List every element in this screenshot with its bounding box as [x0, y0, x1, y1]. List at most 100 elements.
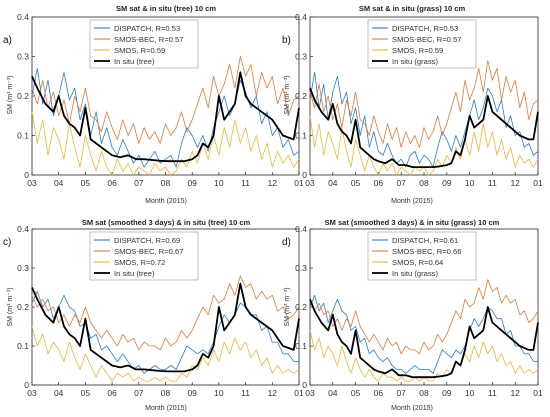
- panel-b: SM sat & in situ (grass) 10 cm b) Month …: [282, 4, 543, 205]
- panel-b-xtick-label: 06: [374, 178, 384, 188]
- panel-d-series-line-in-situ: [309, 298, 539, 379]
- panel-b-legend-entry: SMOS, R=0.59: [392, 46, 443, 55]
- panel-a-title: SM sat & in situ (tree) 10 cm: [116, 4, 216, 13]
- panel-d-xtick-label: 10: [465, 388, 475, 398]
- panel-b-legend-entry: DISPATCH, R=0.53: [392, 24, 458, 33]
- panel-c-ylabel: SM (m³ m⁻³): [7, 287, 14, 326]
- panel-c-xtick-label: 09: [187, 388, 197, 398]
- panel-d-xtick-label: 01: [533, 388, 543, 398]
- panel-a-xtick-label: 03: [27, 178, 37, 188]
- panel-b-xlabel: Month (2015): [391, 198, 433, 205]
- panel-d-xtick-label: 05: [351, 388, 361, 398]
- panel-d-xtick-label: 11: [488, 388, 497, 398]
- panel-b-xtick-label: 03: [305, 178, 315, 188]
- panel-b-xtick-label: 10: [465, 178, 475, 188]
- panel-c-xtick-label: 12: [268, 388, 278, 398]
- panel-c-legend-entry: SMOS-BEC, R=0.67: [114, 247, 183, 256]
- panel-c-xtick-label: 10: [214, 388, 224, 398]
- panel-a-series-line-smos: [31, 111, 300, 176]
- panel-a-xtick-label: 04: [54, 178, 64, 188]
- panel-b-ytick-label: 0: [302, 170, 307, 180]
- panel-a-series-line-dispatch: [31, 67, 300, 168]
- panel-c-legend-entry: SMOS, R=0.72: [114, 258, 165, 267]
- panel-a-legend-entry: SMOS, R=0.59: [114, 46, 165, 55]
- panel-b-label: b): [282, 35, 291, 46]
- panel-b-ytick-label: 0.3: [295, 52, 307, 62]
- panel-b-legend-entry: SMOS-BEC, R=0.57: [392, 35, 461, 44]
- panel-c-ytick-label: 0.4: [17, 224, 29, 234]
- panel-a-ylabel: SM (m³ m⁻³): [7, 75, 14, 114]
- panel-d-legend-entry: In situ (grass): [392, 269, 438, 278]
- panel-c-ytick-label: 0: [24, 380, 29, 390]
- panel-a-series-line-smos-bec: [31, 56, 300, 144]
- panel-b-ytick-label: 0.4: [295, 12, 307, 22]
- panel-d-xtick-label: 09: [442, 388, 452, 398]
- panel-a-series-line-in-situ: [31, 71, 300, 163]
- panel-d-xlabel: Month (2015): [391, 405, 433, 412]
- panel-b-ylabel: SM (m³ m⁻³): [284, 75, 291, 114]
- panel-a: SM sat & in situ (tree) 10 cm a) Month (…: [3, 4, 304, 205]
- panel-d-ytick-label: 0.2: [295, 302, 307, 312]
- panel-c-xtick-label: 03: [27, 388, 37, 398]
- panel-d-legend-entry: DISPATCH, R=0.61: [392, 236, 458, 245]
- panel-b-xtick-label: 11: [488, 178, 497, 188]
- panel-d-xtick-label: 04: [328, 388, 338, 398]
- panel-c: SM sat (smoothed 3 days) & in situ (tree…: [3, 218, 304, 412]
- panel-b-xtick-label: 05: [351, 178, 361, 188]
- panel-d-legend-entry: SMOS, R=0.64: [392, 258, 443, 267]
- panel-d-ytick-label: 0: [302, 380, 307, 390]
- panel-c-ytick-label: 0.3: [17, 263, 29, 273]
- panel-a-legend-entry: DISPATCH, R=0.53: [114, 24, 180, 33]
- panel-c-xtick-label: 01: [294, 388, 304, 398]
- panel-a-ytick-label: 0.2: [17, 91, 29, 101]
- panel-d-ylabel: SM (m³ m⁻³): [284, 287, 291, 326]
- panel-a-xtick-label: 05: [81, 178, 91, 188]
- panel-a-ytick-label: 0: [24, 170, 29, 180]
- panel-d-ytick-label: 0.1: [295, 341, 307, 351]
- panel-a-ytick-label: 0.1: [17, 131, 29, 141]
- panel-c-series-line-smos-bec: [31, 275, 300, 351]
- panel-b-series-line-smos-bec: [309, 60, 539, 148]
- panel-b-xtick-label: 01: [533, 178, 543, 188]
- panel-d-xtick-label: 03: [305, 388, 315, 398]
- panel-b-series-line-in-situ: [309, 87, 539, 169]
- panel-a-ytick-label: 0.3: [17, 52, 29, 62]
- panel-d-series-line-dispatch: [309, 294, 538, 374]
- panel-d-label: d): [282, 237, 291, 248]
- panel-a-xtick-label: 10: [214, 178, 224, 188]
- panel-c-xtick-label: 06: [107, 388, 117, 398]
- panel-b-xtick-label: 07: [396, 178, 406, 188]
- panel-a-xtick-label: 06: [107, 178, 117, 188]
- panel-c-ytick-label: 0.1: [17, 341, 29, 351]
- panel-a-legend-entry: In situ (tree): [114, 57, 155, 66]
- panel-b-title: SM sat & in situ (grass) 10 cm: [359, 4, 466, 13]
- panel-a-xtick-label: 09: [187, 178, 197, 188]
- panel-d-title: SM sat (smoothed 3 days) & in situ (gras…: [325, 218, 500, 227]
- panel-d-legend-entry: SMOS-BEC, R=0.66: [392, 247, 461, 256]
- panel-d-series-line-smos-bec: [309, 279, 539, 355]
- panel-c-xtick-label: 05: [81, 388, 91, 398]
- panel-c-xtick-label: 07: [134, 388, 144, 398]
- panel-b-xtick-label: 12: [510, 178, 520, 188]
- panel-a-legend-entry: SMOS-BEC, R=0.57: [114, 35, 183, 44]
- panel-b-legend-entry: In situ (grass): [392, 57, 438, 66]
- panel-d-xtick-label: 12: [510, 388, 520, 398]
- panel-c-xtick-label: 08: [161, 388, 171, 398]
- panel-c-ytick-label: 0.2: [17, 302, 29, 312]
- panel-c-series-line-dispatch: [31, 290, 299, 374]
- panel-a-xtick-label: 01: [294, 178, 304, 188]
- panel-a-ytick-label: 0.4: [17, 12, 29, 22]
- panel-c-xtick-label: 04: [54, 388, 64, 398]
- panel-a-label: a): [3, 35, 12, 46]
- panel-a-xlabel: Month (2015): [145, 198, 187, 205]
- panel-d-xtick-label: 08: [419, 388, 429, 398]
- panel-d-ytick-label: 0.3: [295, 263, 307, 273]
- panel-a-xtick-label: 08: [161, 178, 171, 188]
- panel-c-legend-entry: DISPATCH, R=0.69: [114, 236, 180, 245]
- panel-c-series-line-in-situ: [31, 282, 300, 373]
- panel-c-xlabel: Month (2015): [145, 405, 187, 412]
- panel-c-axes-box: [31, 228, 300, 386]
- panel-c-label: c): [3, 237, 11, 248]
- panel-d-ytick-label: 0.4: [295, 224, 307, 234]
